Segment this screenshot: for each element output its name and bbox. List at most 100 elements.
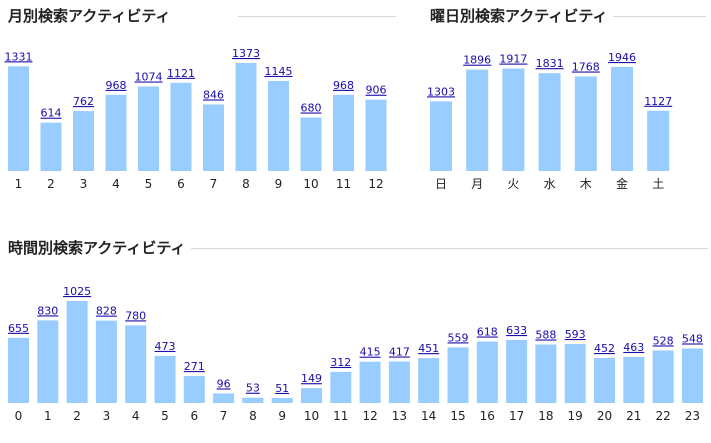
bar-value-link[interactable]: 149 [301,372,322,385]
bar-value-link[interactable]: 1946 [608,51,636,64]
monthly-bar-chart: 1331 1 614 2 762 3 968 4 1074 5 1121 6 846 7 1373 8 1145… [5,47,387,191]
bar [359,361,381,403]
bar-value-link[interactable]: 762 [73,95,94,108]
bar-value-link[interactable]: 548 [682,332,703,345]
bar-value-link[interactable]: 53 [246,382,260,395]
x-tick-label: 10 [304,409,319,423]
bar-value-link[interactable]: 633 [506,324,527,337]
x-tick-label: 日 [435,177,447,191]
bar-value-link[interactable]: 1145 [265,65,293,78]
bar-value-link[interactable]: 614 [41,107,62,120]
bar-value-link[interactable]: 1917 [499,53,527,66]
x-tick-label: 13 [392,409,407,423]
bar [8,337,29,403]
x-tick-label: 6 [177,177,185,191]
hourly-bar-chart: 655 0 830 1 1025 2 828 3 780 4 473 5 271 6 96 7 53 8 51 9 14… [8,285,703,423]
bar-value-link[interactable]: 415 [360,346,381,359]
bar [538,73,561,171]
bar [365,99,387,171]
bar-value-link[interactable]: 968 [333,79,354,92]
bar-value-link[interactable]: 1896 [463,54,491,67]
bar-value-link[interactable]: 417 [389,346,410,359]
bar-value-link[interactable]: 1127 [644,95,672,108]
title-divider [238,16,396,17]
bar-value-link[interactable]: 593 [565,328,586,341]
bar-value-link[interactable]: 1025 [63,285,91,298]
monthly-activity-panel: 月別検索アクティビティ 1331 1 614 2 762 3 968 4 1074 5 1121 6 8… [5,6,396,196]
bar [611,67,633,171]
bar-value-link[interactable]: 559 [448,331,469,344]
bar [418,358,440,403]
bar-value-link[interactable]: 312 [330,356,351,369]
x-tick-label: 22 [655,409,670,423]
monthly-chart-title: 月別検索アクティビティ [8,6,177,26]
bar [447,347,469,403]
bar [330,371,352,403]
bar-value-link[interactable]: 463 [623,341,644,354]
bar [535,344,557,403]
x-tick-label: 2 [47,177,55,191]
bar [388,361,410,403]
bar-value-link[interactable]: 618 [477,326,498,339]
bar-value-link[interactable]: 528 [653,334,674,347]
x-tick-label: 21 [626,409,641,423]
bar-value-link[interactable]: 780 [125,309,146,322]
bar [594,358,615,403]
x-tick-label: 土 [652,177,664,191]
bar [170,82,192,171]
bar-value-link[interactable]: 1831 [536,57,564,70]
x-tick-label: 23 [685,409,700,423]
x-tick-label: 18 [538,409,553,423]
bar [138,86,159,171]
bar-value-link[interactable]: 473 [155,340,176,353]
bar-value-link[interactable]: 1331 [5,50,33,63]
x-tick-label: 水 [544,177,556,191]
x-tick-label: 木 [580,177,592,191]
bar-value-link[interactable]: 968 [106,79,127,92]
bar-value-link[interactable]: 1373 [232,47,260,60]
bar [271,397,293,403]
bar-value-link[interactable]: 828 [96,305,117,318]
x-tick-label: 2 [73,409,81,423]
bar [333,94,354,171]
bar-value-link[interactable]: 1768 [572,61,600,74]
bar-value-link[interactable]: 1303 [427,85,455,98]
bar [125,325,147,403]
x-tick-label: 6 [190,409,198,423]
bar-value-link[interactable]: 655 [8,322,29,335]
bar [73,111,94,171]
bar-value-link[interactable]: 588 [535,328,556,341]
x-tick-label: 金 [616,176,628,191]
bar-value-link[interactable]: 846 [203,88,224,101]
x-tick-label: 4 [132,409,140,423]
bar-value-link[interactable]: 680 [301,102,322,115]
bar [154,355,176,403]
bar-value-link[interactable]: 1121 [167,67,195,80]
bar [95,320,117,403]
x-tick-label: 15 [450,409,465,423]
bar [183,376,205,403]
x-tick-label: 3 [80,177,88,191]
x-tick-label: 月 [471,177,483,191]
bar-value-link[interactable]: 1074 [135,71,163,84]
bar [213,393,235,403]
x-tick-label: 7 [210,177,218,191]
bar-value-link[interactable]: 96 [217,377,231,390]
bar-value-link[interactable]: 271 [184,360,205,373]
bar [652,350,674,403]
bar [564,343,586,403]
bar [574,76,597,171]
bar [647,110,670,171]
bar [623,356,645,403]
bar-value-link[interactable]: 51 [275,382,289,395]
bar [502,68,525,171]
bar-value-link[interactable]: 451 [418,342,439,355]
bar-value-link[interactable]: 830 [37,304,58,317]
x-tick-label: 11 [336,177,351,191]
bar [430,101,452,171]
title-divider [188,248,708,249]
x-tick-label: 7 [220,409,228,423]
bar-value-link[interactable]: 452 [594,342,615,355]
bar [268,80,289,171]
bar-value-link[interactable]: 906 [366,84,387,97]
